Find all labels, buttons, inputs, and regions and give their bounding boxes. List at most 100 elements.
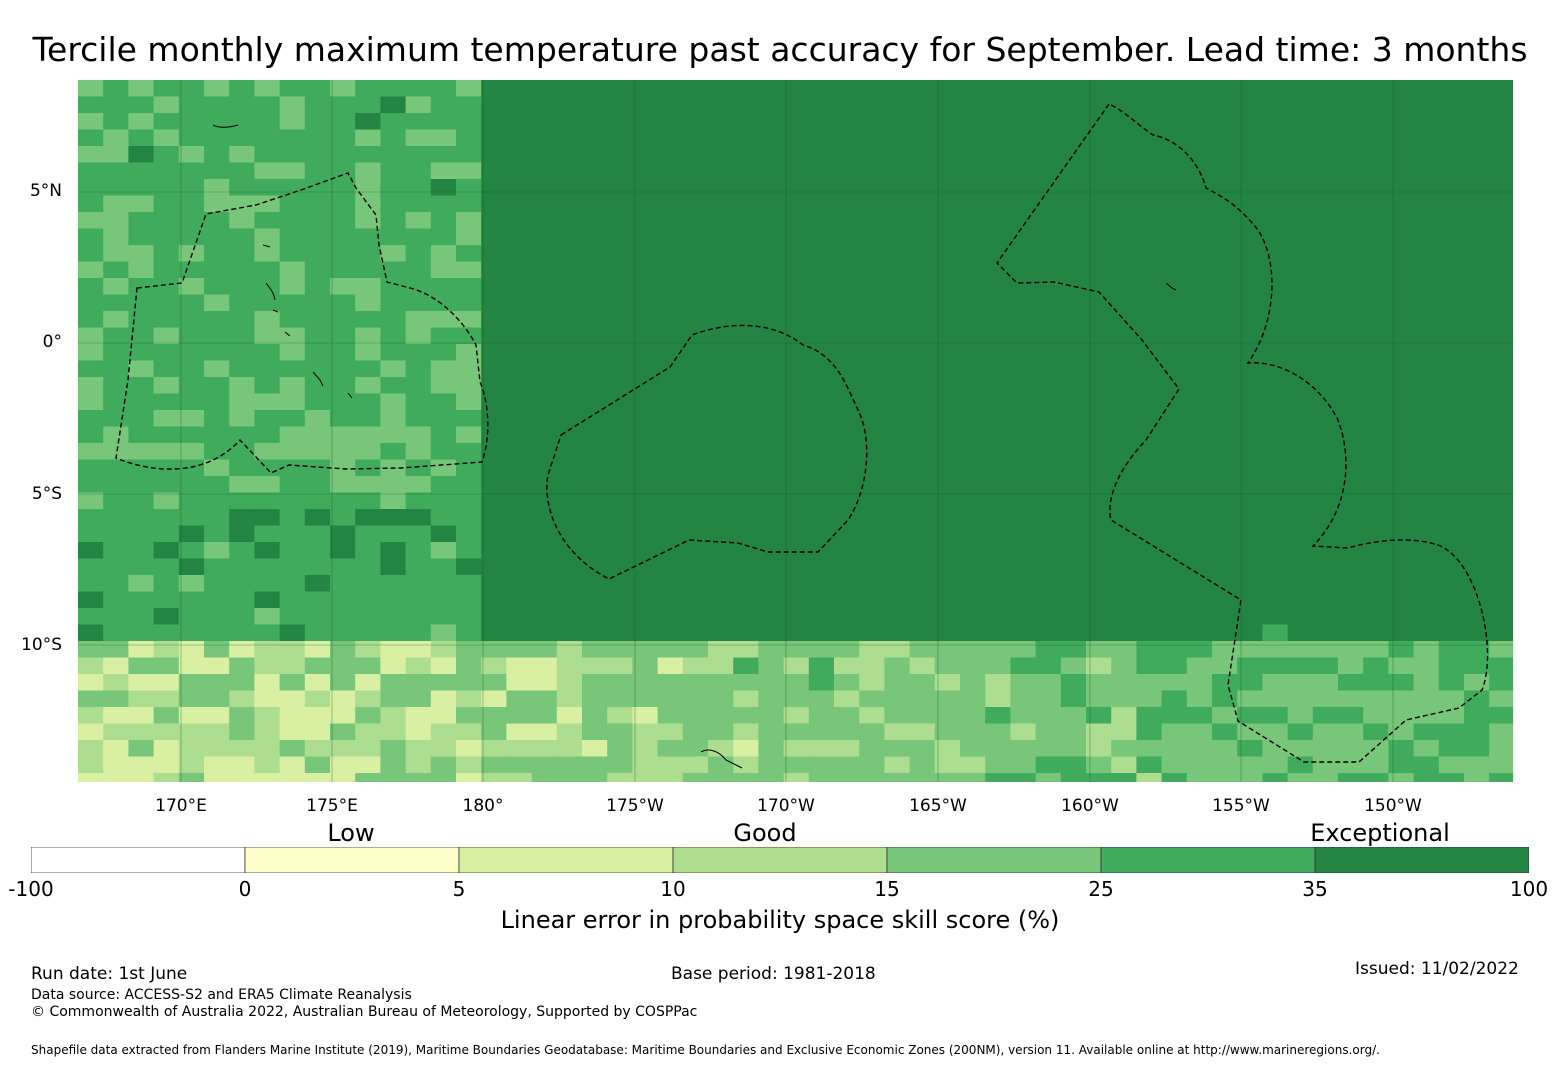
grid-cell <box>456 311 482 328</box>
grid-cell <box>1338 657 1364 675</box>
grid-cell <box>909 146 936 163</box>
grid-cell <box>430 195 457 213</box>
grid-cell <box>808 641 835 658</box>
grid-cell <box>733 228 759 246</box>
grid-cell <box>178 509 205 526</box>
grid-cell <box>657 558 684 576</box>
grid-cell <box>405 80 432 97</box>
grid-cell <box>758 756 785 774</box>
colorbar <box>31 847 1529 873</box>
grid-cell <box>1186 80 1213 97</box>
grid-cell <box>582 575 608 592</box>
grid-cell <box>556 756 583 774</box>
grid-cell <box>380 707 407 724</box>
grid-cell <box>1060 443 1087 460</box>
grid-cell <box>78 195 104 213</box>
grid-cell <box>355 113 381 130</box>
grid-cell <box>178 674 205 691</box>
grid-cell <box>531 179 558 196</box>
grid-cell <box>1438 96 1465 114</box>
grid-cell <box>556 179 583 196</box>
grid-cell <box>985 344 1011 361</box>
grid-cell <box>103 756 129 774</box>
grid-cell <box>960 228 986 246</box>
grid-cell <box>1312 195 1339 213</box>
grid-cell <box>1186 608 1213 625</box>
grid-cell <box>103 674 129 691</box>
grid-cell <box>1237 261 1263 279</box>
grid-cell <box>834 410 860 427</box>
grid-cell <box>1060 162 1087 180</box>
grid-cell <box>682 756 709 774</box>
grid-cell <box>178 492 205 510</box>
grid-cell <box>682 608 709 625</box>
grid-cell <box>1111 591 1137 609</box>
grid-cell <box>1161 492 1188 510</box>
grid-cell <box>1212 327 1238 345</box>
grid-cell <box>430 525 457 543</box>
grid-cell <box>834 294 860 312</box>
grid-cell <box>682 459 709 477</box>
grid-cell <box>1363 327 1389 345</box>
grid-cell <box>682 542 709 559</box>
grid-cell <box>1312 393 1339 411</box>
grid-cell <box>456 525 482 543</box>
grid-cell <box>1086 624 1112 642</box>
grid-cell <box>909 278 936 295</box>
grid-cell <box>405 212 432 229</box>
grid-cell <box>481 641 507 658</box>
grid-cell <box>909 344 936 361</box>
grid-cell <box>380 476 407 493</box>
grid-cell <box>884 327 911 345</box>
grid-cell <box>380 443 407 460</box>
grid-cell <box>582 459 608 477</box>
grid-cell <box>1438 129 1465 147</box>
grid-cell <box>1111 80 1137 97</box>
grid-cell <box>1413 195 1440 213</box>
grid-cell <box>506 641 533 658</box>
grid-cell <box>1338 641 1364 658</box>
grid-cell <box>758 393 785 411</box>
grid-cell <box>1287 80 1314 97</box>
grid-cell <box>632 492 659 510</box>
grid-cell <box>808 80 835 97</box>
grid-cell <box>1186 641 1213 658</box>
grid-cell <box>456 591 482 609</box>
grid-cell <box>1035 344 1062 361</box>
grid-cell <box>960 624 986 642</box>
grid-cell <box>657 96 684 114</box>
grid-cell <box>330 690 356 708</box>
grid-cell <box>1312 690 1339 708</box>
grid-cell <box>1212 608 1238 625</box>
grid-cell <box>1489 674 1513 691</box>
grid-cell <box>607 311 633 328</box>
grid-cell <box>1161 443 1188 460</box>
grid-cell <box>1489 575 1513 592</box>
grid-cell <box>834 195 860 213</box>
grid-cell <box>1086 327 1112 345</box>
grid-cell <box>1287 410 1314 427</box>
grid-cell <box>1312 641 1339 658</box>
grid-cell <box>1388 657 1415 675</box>
grid-cell <box>128 311 155 328</box>
colorbar-swatch <box>244 847 460 873</box>
grid-cell <box>1136 575 1163 592</box>
grid-cell <box>430 344 457 361</box>
grid-cell <box>128 278 155 295</box>
grid-cell <box>758 212 785 229</box>
grid-cell <box>1010 393 1037 411</box>
grid-cell <box>279 723 306 741</box>
grid-cell <box>1186 476 1213 493</box>
grid-cell <box>708 245 734 262</box>
grid-cell <box>103 162 129 180</box>
grid-cell <box>456 756 482 774</box>
grid-cell <box>1212 657 1238 675</box>
grid-cell <box>1186 674 1213 691</box>
grid-cell <box>1489 245 1513 262</box>
grid-cell <box>531 476 558 493</box>
grid-cell <box>708 195 734 213</box>
grid-cell <box>1212 162 1238 180</box>
grid-cell <box>934 195 961 213</box>
grid-cell <box>430 690 457 708</box>
grid-cell <box>355 608 381 625</box>
